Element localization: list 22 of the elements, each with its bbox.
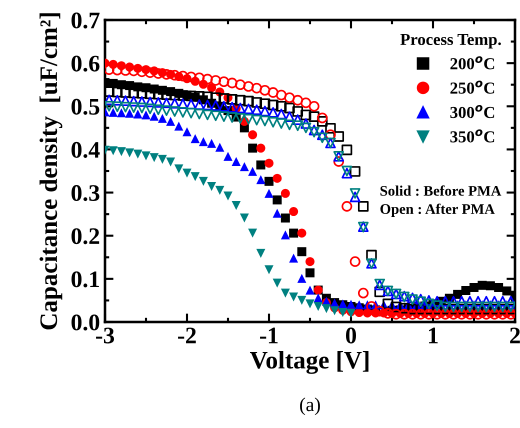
- legend-label: 200$^{o}$C: [450, 56, 494, 70]
- legend-label: 250$^{o}$C: [450, 80, 494, 94]
- x-tick-label: -1: [260, 328, 278, 344]
- annotation: Solid : Before PMA: [380, 185, 502, 196]
- x-tick-label: 2: [510, 328, 520, 344]
- legend-label: 300$^{o}$C: [450, 105, 494, 118]
- annotation: Open : After PMA: [380, 204, 495, 217]
- y-tick-label: 0.1: [72, 271, 99, 288]
- x-tick-label: 1: [428, 328, 438, 344]
- legend-title: Process Temp.: [400, 34, 501, 48]
- y-tick-label: 0.5: [72, 98, 100, 115]
- legend-label: 350$^{o}$C: [450, 129, 494, 143]
- y-axis-title: Capacitance density [uF/cm²]: [40, 13, 62, 330]
- y-tick-label: 0.3: [72, 185, 100, 202]
- y-tick-label: 0.7: [72, 12, 100, 29]
- y-tick-label: 0.2: [72, 228, 100, 244]
- x-tick-label: 0: [346, 328, 356, 344]
- x-tick-label: -2: [178, 328, 196, 344]
- x-axis-title: Voltage [V]: [250, 351, 368, 374]
- y-tick-label: 0.4: [72, 142, 100, 158]
- y-tick-label: 0.6: [72, 56, 100, 72]
- text: (a): [300, 398, 320, 416]
